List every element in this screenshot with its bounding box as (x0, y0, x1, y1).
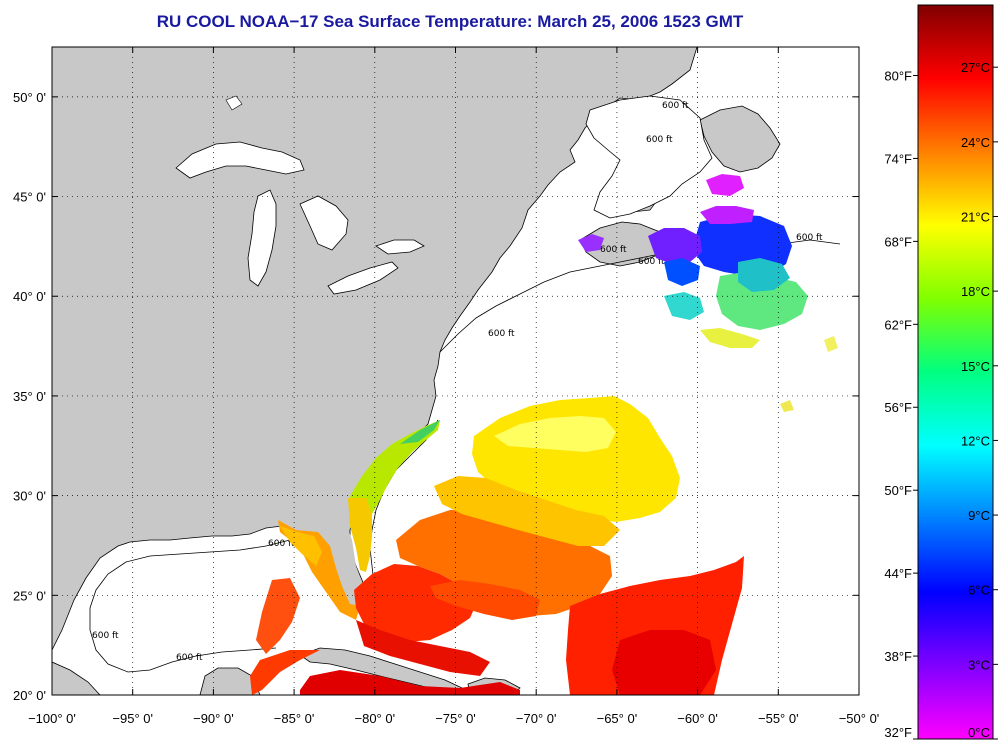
fahrenheit-label: 74°F (884, 151, 912, 166)
celsius-labels: 0°C 3°C 6°C 9°C 12°C 15°C 18°C 21°C 24°C 27°C (961, 60, 990, 740)
contour-label: 600 ft (662, 101, 689, 111)
contour-label: 600 ft (638, 257, 665, 267)
longitude-tick-label: −60° 0' (677, 711, 718, 726)
sst-patch-southeast-darkred (612, 630, 716, 695)
latitude-tick-label: 20° 0' (13, 688, 46, 703)
celsius-label: 12°C (961, 433, 990, 448)
contour-label: 600 ft (600, 245, 627, 255)
longitude-tick-label: −75° 0' (435, 711, 476, 726)
celsius-label: 6°C (968, 583, 990, 598)
sst-patch-scotian-blue (664, 258, 700, 286)
longitude-tick-label: −55° 0' (758, 711, 799, 726)
longitude-tick-label: −80° 0' (355, 711, 396, 726)
contour-label: 600 ft (268, 539, 295, 549)
sst-data-layer (250, 174, 838, 695)
contour-label: 600 ft (796, 233, 823, 243)
sst-patch-caribbean-north (300, 670, 520, 695)
fahrenheit-label: 80°F (884, 68, 912, 83)
map-area: 600 ft 600 ft 600 ft 600 ft 600 ft 600 f… (52, 47, 859, 695)
celsius-label: 9°C (968, 508, 990, 523)
sst-patch-sargasso-red (430, 580, 540, 620)
lake-small (225, 95, 243, 111)
sst-patch-carolina-coast-green (400, 420, 440, 444)
sst-patch-slope-teal (738, 258, 790, 292)
contour-label: 600 ft (176, 653, 203, 663)
sst-patch-carolina-coast (350, 420, 440, 520)
contour-label: 600 ft (92, 631, 119, 641)
temperature-colorbar: 0°C 3°C 6°C 9°C 12°C 15°C 18°C 21°C 24°C 27°C 32°… (884, 4, 998, 740)
longitude-tick-label: −90° 0' (193, 711, 234, 726)
fahrenheit-label: 44°F (884, 566, 912, 581)
fahrenheit-label: 56°F (884, 400, 912, 415)
sst-patch-subtropical-yellow-light (494, 416, 616, 452)
latitude-tick-label: 50° 0' (13, 90, 46, 105)
celsius-label: 18°C (961, 284, 990, 299)
longitude-tick-label: −65° 0' (597, 711, 638, 726)
sst-patch-cabot-purple (578, 234, 604, 252)
gulf-st-lawrence (585, 95, 713, 219)
latitude-labels: 20° 0' 25° 0' 30° 0' 35° 0' 40° 0' 45° 0' 50° … (13, 90, 46, 703)
sst-patch-gulf-south (256, 578, 300, 654)
sst-patch-straits (356, 620, 490, 676)
lake-erie (327, 261, 399, 295)
celsius-label: 3°C (968, 657, 990, 672)
map-grid (52, 47, 859, 695)
sst-patch-east-yellow-small (824, 336, 838, 352)
map-ticks (51, 47, 860, 696)
lake-superior (175, 141, 305, 179)
longitude-tick-label: −70° 0' (516, 711, 557, 726)
contour-600ft-gulf (89, 539, 291, 673)
sst-patch-east-yellow-dot (780, 400, 794, 412)
colorbar-ticks (913, 66, 998, 740)
sst-patch-gulf-south-2 (250, 650, 320, 695)
longitude-tick-label: −50° 0' (839, 711, 880, 726)
lake-huron (299, 195, 349, 251)
colorbar-scale (917, 4, 994, 740)
sst-patch-florida-west-inner (280, 526, 322, 566)
contour-label: 600 ft (646, 135, 673, 145)
celsius-label: 15°C (961, 359, 990, 374)
fahrenheit-label: 50°F (884, 483, 912, 498)
fahrenheit-label: 32°F (884, 725, 912, 740)
sst-patch-newfoundland-magenta (706, 174, 744, 196)
longitude-tick-label: −85° 0' (274, 711, 315, 726)
map-title: RU COOL NOAA−17 Sea Surface Temperature:… (156, 12, 744, 31)
latitude-tick-label: 40° 0' (13, 289, 46, 304)
fahrenheit-labels: 32°F 38°F 44°F 50°F 56°F 62°F 68°F 74°F 80°F (884, 68, 912, 740)
celsius-label: 24°C (961, 135, 990, 150)
land-newfoundland (699, 105, 781, 173)
celsius-label: 21°C (961, 209, 990, 224)
latitude-tick-label: 45° 0' (13, 190, 46, 205)
sst-patch-florida-east (348, 498, 372, 572)
sst-patch-scotian-purple (648, 228, 702, 264)
longitude-tick-label: −100° 0' (28, 711, 76, 726)
sst-patch-slope-yellow (700, 328, 760, 348)
fahrenheit-label: 68°F (884, 234, 912, 249)
sst-patch-slope-cyan (664, 292, 704, 320)
land-yucatan (52, 661, 101, 695)
contour-label: 600 ft (488, 329, 515, 339)
land-yucatan-peninsula (199, 667, 261, 695)
celsius-label: 27°C (961, 60, 990, 75)
fahrenheit-label: 62°F (884, 317, 912, 332)
lake-michigan (247, 189, 277, 287)
longitude-labels: −100° 0' −95° 0' −90° 0' −85° 0' −80° 0' −75°… (28, 711, 879, 726)
sst-patch-slope-green (716, 272, 808, 330)
fahrenheit-label: 38°F (884, 649, 912, 664)
latitude-tick-label: 30° 0' (13, 489, 46, 504)
sst-patch-subtropical-gold (434, 476, 620, 546)
sst-patch-grand-banks-magenta (700, 206, 754, 224)
celsius-label: 0°C (968, 725, 990, 740)
latitude-tick-label: 35° 0' (13, 389, 46, 404)
lake-ontario (375, 239, 425, 255)
longitude-tick-label: −95° 0' (112, 711, 153, 726)
latitude-tick-label: 25° 0' (13, 588, 46, 603)
